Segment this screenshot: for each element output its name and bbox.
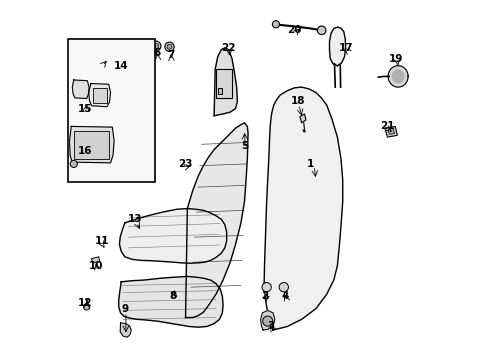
Text: 23: 23 [178,159,192,169]
Text: 19: 19 [388,54,403,64]
Text: 17: 17 [338,43,353,53]
Polygon shape [260,310,274,330]
Polygon shape [264,87,342,330]
Circle shape [272,21,279,28]
Text: 10: 10 [89,261,103,271]
Text: 20: 20 [286,25,301,35]
Text: 18: 18 [290,96,305,107]
Circle shape [279,283,288,292]
Polygon shape [387,128,394,134]
Circle shape [166,44,172,49]
Circle shape [262,283,271,292]
Polygon shape [69,126,114,163]
Text: 16: 16 [78,147,92,157]
Text: 1: 1 [306,159,314,169]
FancyBboxPatch shape [67,39,155,182]
Text: 11: 11 [94,236,109,246]
Circle shape [262,316,272,326]
Circle shape [151,41,161,51]
Polygon shape [329,27,345,66]
Polygon shape [214,48,237,116]
Text: 7: 7 [167,50,175,60]
Polygon shape [384,126,397,137]
Bar [74,131,109,159]
Text: 5: 5 [241,141,247,151]
Polygon shape [299,114,305,123]
Text: 14: 14 [114,61,128,71]
Text: 2: 2 [261,291,268,301]
Circle shape [83,303,90,310]
Text: 6: 6 [153,48,160,58]
Polygon shape [391,70,403,83]
Text: 3: 3 [267,321,274,332]
Circle shape [153,43,158,49]
Polygon shape [91,257,100,263]
Polygon shape [120,323,131,337]
Text: 12: 12 [78,298,93,308]
Polygon shape [387,66,407,87]
Text: 15: 15 [78,104,92,113]
Text: 9: 9 [121,303,128,314]
Polygon shape [88,84,110,107]
Text: 4: 4 [281,291,289,301]
Text: 13: 13 [128,214,142,224]
Bar [217,88,222,94]
Bar [93,88,107,103]
Bar [216,69,231,98]
Text: 22: 22 [221,43,235,53]
Polygon shape [185,123,247,318]
Text: 8: 8 [169,291,176,301]
Circle shape [164,42,174,51]
Polygon shape [72,80,89,99]
Circle shape [317,26,325,35]
Polygon shape [119,276,223,327]
Polygon shape [119,208,226,263]
Text: 21: 21 [379,121,394,131]
Circle shape [70,160,77,167]
